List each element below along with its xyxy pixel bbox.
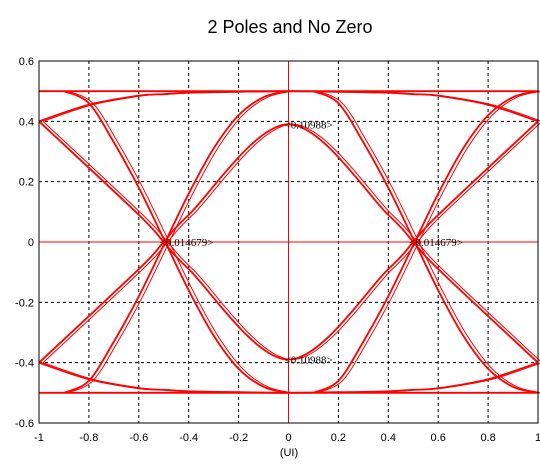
waveform-trace-shadow — [42, 120, 540, 361]
waveform-trace — [63, 90, 289, 394]
y-tick-labels: -0.6 -0.4 -0.2 0 0.2 0.4 0.6 — [15, 56, 34, 430]
x-tick-label: -0.2 — [229, 432, 248, 444]
x-tick-labels: -1 -0.8 -0.6 -0.4 -0.2 0 0.2 0.4 0.6 0.8 1 — [34, 432, 540, 444]
x-tick-label: 0 — [285, 432, 291, 444]
waveform-trace-shadow — [42, 362, 540, 394]
y-tick-label: 0 — [28, 237, 34, 249]
y-tick-label: 0.4 — [19, 116, 34, 128]
y-tick-label: -0.6 — [15, 418, 34, 430]
waveform-trace-shadow — [67, 90, 293, 394]
x-tick-label: -1 — [34, 432, 44, 444]
x-tick-label: 0.8 — [480, 432, 495, 444]
annotation-label: <0.014679> — [409, 237, 463, 249]
x-axis-label: (UI) — [280, 447, 298, 459]
x-tick-label: 0.2 — [331, 432, 346, 444]
waveform-trace-shadow — [42, 90, 540, 122]
x-tick-label: 1 — [535, 432, 540, 444]
waveform-trace — [313, 90, 539, 394]
annotation-label: <0.10988> — [285, 119, 333, 131]
x-tick-label: 0.6 — [431, 432, 446, 444]
waveform-trace-shadow — [317, 90, 540, 393]
waveform-trace — [63, 90, 289, 394]
plot-frame — [38, 60, 539, 424]
waveform-trace-shadow — [67, 90, 293, 394]
marker-lines — [39, 61, 538, 423]
y-tick-label: -0.4 — [15, 358, 34, 370]
x-tick-label: -0.8 — [79, 432, 98, 444]
chart-title: 2 Poles and No Zero — [207, 17, 372, 37]
x-tick-label: 0.4 — [381, 432, 396, 444]
annotations: <0.10988> <0.10988> <0.014679> <0.014679> — [160, 119, 463, 366]
waveform-traces — [38, 90, 540, 394]
waveform-trace-shadow — [42, 123, 540, 364]
waveform-trace — [313, 90, 539, 394]
y-tick-label: -0.2 — [15, 297, 34, 309]
x-tick-label: -0.4 — [179, 432, 198, 444]
waveform-trace-shadow — [317, 91, 540, 394]
annotation-label: <0.014679> — [160, 237, 214, 249]
x-tick-label: -0.6 — [129, 432, 148, 444]
y-tick-label: 0.2 — [19, 177, 34, 189]
y-tick-label: 0.6 — [19, 56, 34, 68]
annotation-label: <0.10988> — [285, 355, 333, 367]
